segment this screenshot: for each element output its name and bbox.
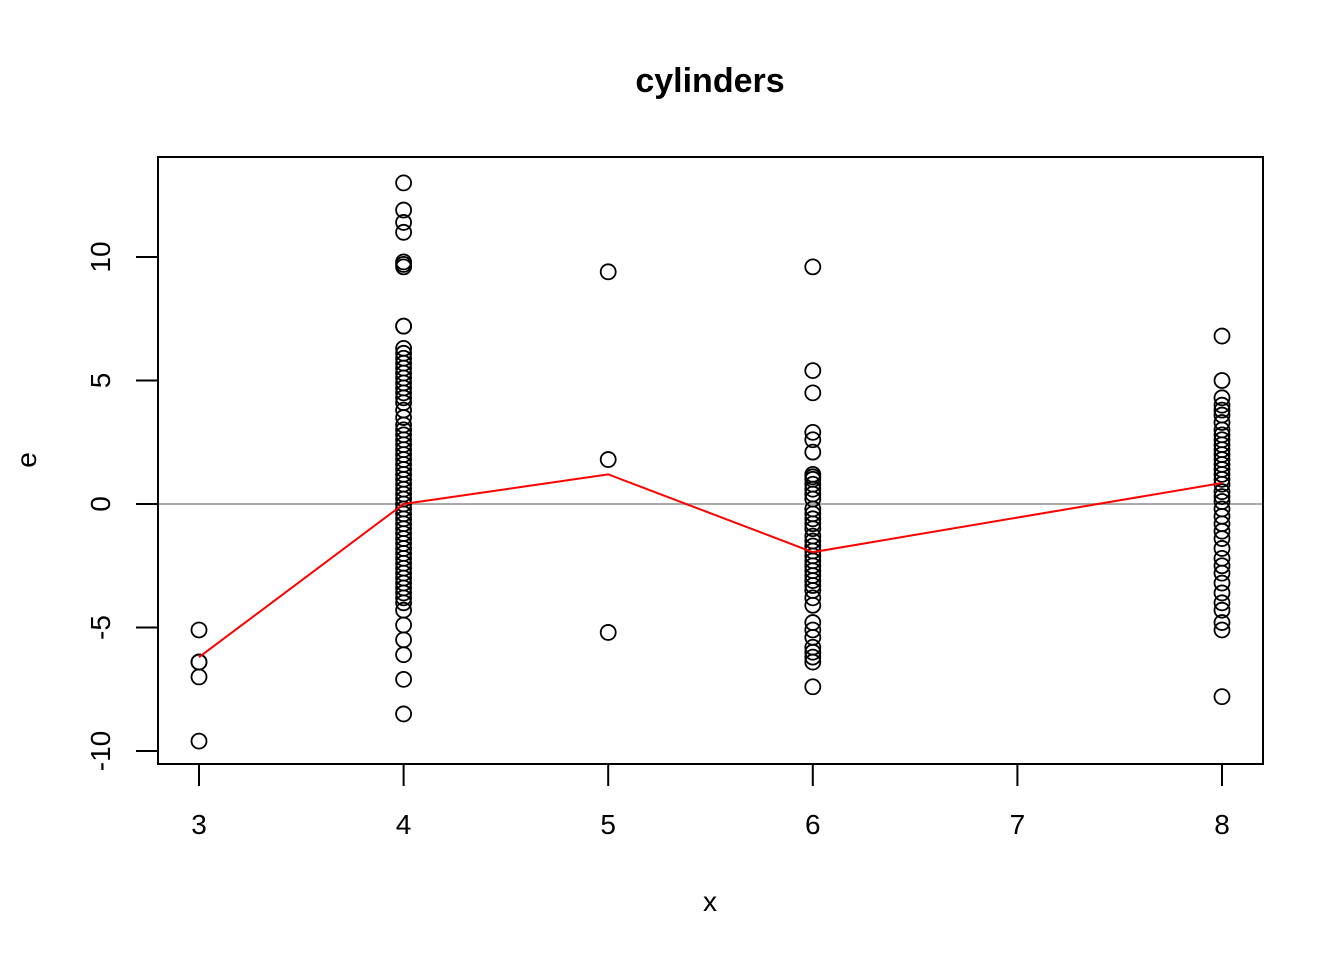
data-point	[395, 616, 413, 634]
data-point	[804, 480, 822, 498]
data-point	[190, 668, 208, 686]
data-point	[190, 621, 208, 639]
data-point	[1213, 557, 1231, 575]
y-tick-label: 0	[85, 496, 116, 512]
data-point	[395, 584, 413, 602]
data-point	[395, 201, 413, 219]
data-point	[395, 705, 413, 723]
y-tick-label: -5	[85, 615, 116, 640]
data-point	[1213, 372, 1231, 389]
data-point	[395, 589, 413, 607]
data-point	[1213, 414, 1231, 431]
data-point	[1213, 488, 1231, 505]
data-point	[1213, 601, 1231, 619]
data-point	[804, 443, 822, 461]
data-point	[1213, 465, 1231, 483]
y-tick-label: -10	[85, 731, 116, 771]
x-tick-label: 7	[1010, 809, 1026, 840]
data-point	[395, 223, 413, 241]
data-point	[804, 648, 822, 666]
data-point	[1213, 584, 1231, 602]
data-point	[804, 678, 822, 696]
plot-frame	[157, 156, 1264, 765]
y-tick-label: 10	[85, 241, 116, 272]
chart-title: cylinders	[635, 62, 784, 100]
data-point	[804, 431, 822, 449]
data-point	[804, 589, 822, 607]
data-point	[395, 409, 413, 426]
smooth-trend-line	[198, 473, 1223, 658]
data-point	[804, 515, 822, 533]
data-point	[1213, 594, 1231, 612]
data-point	[804, 258, 822, 276]
data-point	[599, 451, 617, 468]
data-point	[804, 621, 822, 639]
data-point	[395, 384, 413, 402]
data-point	[395, 389, 413, 407]
data-point	[395, 214, 413, 231]
data-point	[1213, 688, 1231, 706]
data-point	[804, 653, 822, 671]
data-point	[1213, 483, 1231, 501]
data-point	[395, 670, 413, 688]
x-tick-label: 4	[396, 809, 412, 840]
data-point	[190, 732, 208, 750]
x-axis-label: x	[703, 886, 717, 917]
data-point	[395, 317, 413, 335]
x-tick-label: 6	[805, 809, 821, 840]
data-point	[1213, 530, 1231, 547]
data-point	[599, 263, 617, 281]
y-axis: -10 -5 0 5 10	[85, 241, 158, 771]
data-point	[804, 384, 822, 402]
data-point	[804, 423, 822, 441]
data-point	[804, 510, 822, 528]
data-point	[804, 577, 822, 594]
data-point	[804, 362, 822, 380]
data-point	[1213, 470, 1231, 488]
data-point	[395, 646, 413, 664]
data-point	[1213, 522, 1231, 540]
data-point	[395, 631, 413, 649]
data-point	[395, 174, 413, 192]
data-point	[1213, 540, 1231, 557]
data-point	[804, 520, 822, 538]
data-point	[804, 572, 822, 589]
y-axis-label: e	[11, 452, 42, 468]
x-tick-label: 5	[600, 809, 616, 840]
x-axis: 3 4 5 6 7 8	[191, 764, 1230, 840]
plot-area: 3 4 5 6 7 8 -10 -5 0 5 10	[85, 156, 1264, 840]
y-tick-label: 5	[85, 373, 116, 389]
x-tick-label: 3	[191, 809, 207, 840]
data-point	[1213, 401, 1231, 419]
data-point	[1213, 614, 1231, 631]
data-point	[1213, 389, 1231, 407]
data-point	[804, 643, 822, 661]
data-point	[1213, 574, 1231, 592]
data-point	[1213, 621, 1231, 639]
data-point	[1213, 327, 1231, 345]
data-point	[395, 258, 413, 276]
data-point	[804, 596, 822, 614]
x-tick-label: 8	[1214, 809, 1230, 840]
data-point	[395, 594, 413, 612]
data-point	[1213, 396, 1231, 414]
points-group	[190, 174, 1231, 750]
data-point	[599, 624, 617, 641]
data-point	[1213, 564, 1231, 582]
